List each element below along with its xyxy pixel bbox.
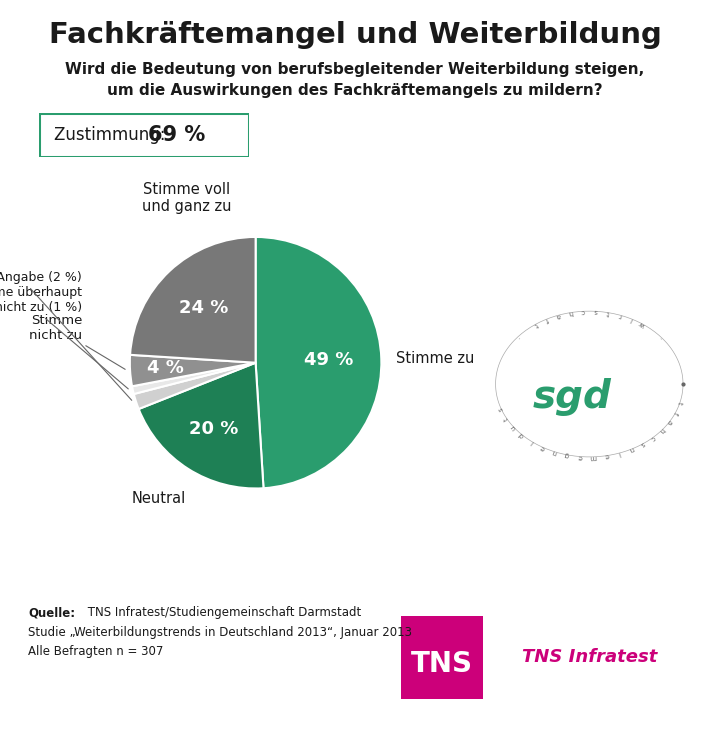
Text: r: r xyxy=(618,312,623,319)
Text: t: t xyxy=(503,416,510,421)
Text: d: d xyxy=(518,431,525,438)
FancyBboxPatch shape xyxy=(39,113,248,157)
Text: f: f xyxy=(672,410,679,415)
Text: f: f xyxy=(545,316,550,322)
Text: i: i xyxy=(529,439,535,444)
Text: 69 %: 69 % xyxy=(148,125,205,145)
Text: Stimme
nicht zu: Stimme nicht zu xyxy=(29,313,125,370)
Text: Neutral: Neutral xyxy=(132,491,186,506)
Text: Studie „Weiterbildungstrends in Deutschland 2013“, Januar 2013: Studie „Weiterbildungstrends in Deutschl… xyxy=(28,626,413,639)
Text: e: e xyxy=(578,453,583,460)
Text: m: m xyxy=(590,454,597,460)
Text: Stimme zu: Stimme zu xyxy=(396,351,475,366)
Text: i: i xyxy=(630,316,634,322)
Text: TNS: TNS xyxy=(411,650,473,678)
Text: e: e xyxy=(540,444,546,451)
Text: h: h xyxy=(568,309,574,316)
Text: t: t xyxy=(533,321,539,328)
Text: 20 %: 20 % xyxy=(189,419,239,437)
Text: n: n xyxy=(628,446,635,453)
Wedge shape xyxy=(130,355,256,386)
Text: h: h xyxy=(658,426,666,434)
Text: t: t xyxy=(677,401,683,405)
Text: c: c xyxy=(581,308,585,315)
Wedge shape xyxy=(130,237,256,363)
Text: i: i xyxy=(617,450,621,456)
Text: Alle Befragten n = 307: Alle Befragten n = 307 xyxy=(28,645,164,658)
Text: s: s xyxy=(594,308,598,315)
Text: Wird die Bedeutung von berufsbegleitender Weiterbildung steigen,
um die Auswirku: Wird die Bedeutung von berufsbegleitende… xyxy=(65,62,645,99)
Text: a: a xyxy=(555,312,562,319)
Text: TNS Infratest/Studiengemeinschaft Darmstadt: TNS Infratest/Studiengemeinschaft Darmst… xyxy=(84,606,361,619)
Text: Stimme voll
und ganz zu: Stimme voll und ganz zu xyxy=(142,182,231,215)
Text: e: e xyxy=(604,453,609,459)
Text: 49 %: 49 % xyxy=(304,352,353,370)
Text: n: n xyxy=(552,448,558,456)
Text: ·: · xyxy=(658,334,664,340)
Text: t: t xyxy=(606,309,610,316)
Text: sgd: sgd xyxy=(532,378,612,416)
Text: 24 %: 24 % xyxy=(179,299,229,317)
Text: 4 %: 4 % xyxy=(147,359,184,377)
Text: Fachkräftemangel und Weiterbildung: Fachkräftemangel und Weiterbildung xyxy=(48,21,662,49)
Text: TNS Infratest: TNS Infratest xyxy=(522,648,657,666)
Text: ·: · xyxy=(515,334,520,340)
Wedge shape xyxy=(133,363,256,409)
Text: Keine Angabe (2 %): Keine Angabe (2 %) xyxy=(0,270,132,401)
Text: Zustimmung:: Zustimmung: xyxy=(54,126,170,144)
Text: s: s xyxy=(640,441,646,447)
Text: c: c xyxy=(650,434,657,441)
Text: g: g xyxy=(564,452,570,459)
Wedge shape xyxy=(138,363,263,489)
Text: a: a xyxy=(666,419,673,425)
Text: Quelle:: Quelle: xyxy=(28,606,75,619)
Wedge shape xyxy=(256,237,381,488)
Text: w: w xyxy=(638,320,647,328)
FancyBboxPatch shape xyxy=(401,616,483,699)
Text: s: s xyxy=(498,406,505,412)
Text: u: u xyxy=(510,423,518,431)
Wedge shape xyxy=(132,363,256,394)
Text: Stimme überhaupt
nicht zu (1 %): Stimme überhaupt nicht zu (1 %) xyxy=(0,286,129,389)
